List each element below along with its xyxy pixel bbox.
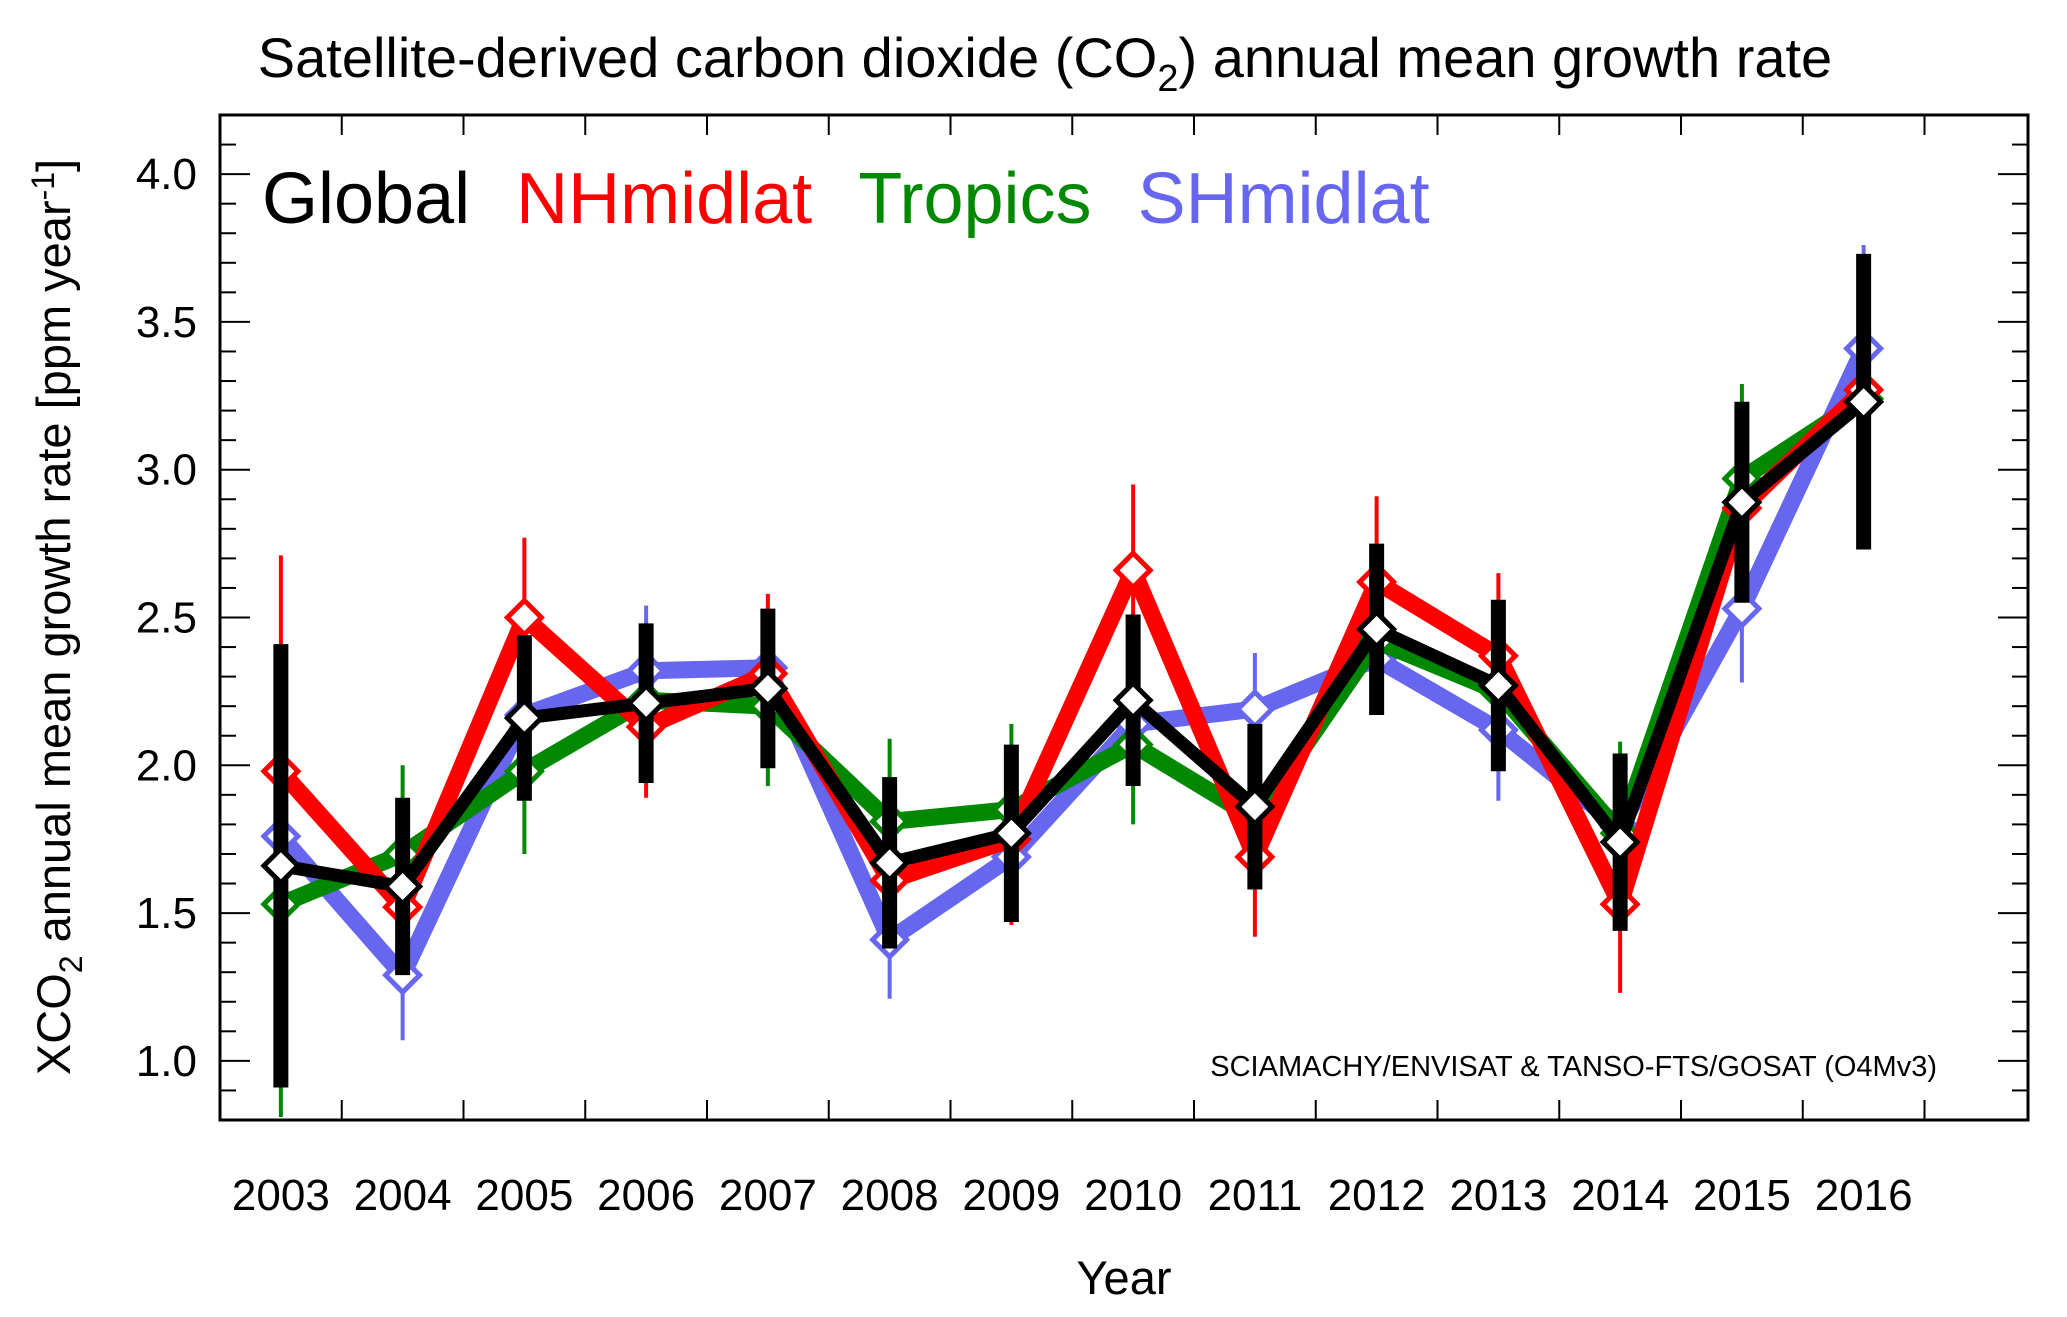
series-line-nhmidlat: [272, 381, 1873, 916]
chart-title: Satellite-derived carbon dioxide (CO2) a…: [258, 26, 1832, 100]
point-global-2011: [1234, 786, 1276, 828]
x-tick-label-2016: 2016: [1815, 1171, 1913, 1220]
point-global-2009: [990, 812, 1032, 854]
y-tick-labels: 1.0 1.5 2.0 2.5 3.0 3.5 4.0: [136, 150, 197, 1086]
point-global-2012: [1356, 608, 1398, 650]
point-nhmidlat-2005: [503, 596, 545, 639]
legend-item-global: Global: [262, 159, 470, 239]
y-axis-title: XCO2 annual mean growth rate [ppm year-1…: [25, 159, 89, 1075]
legend-item-nhmidlat: NHmidlat: [516, 159, 812, 239]
y-tick-label: 1.0: [136, 1037, 197, 1086]
x-axis-title: Year: [1077, 1251, 1172, 1304]
point-global-2008: [869, 842, 911, 884]
y-tick-label: 3.0: [136, 446, 197, 495]
x-tick-label-2006: 2006: [597, 1171, 695, 1220]
legend-item-tropics: Tropics: [858, 159, 1091, 239]
x-tick-label-2014: 2014: [1571, 1171, 1669, 1220]
x-tick-label-2013: 2013: [1449, 1171, 1547, 1220]
y-tick-label: 2.5: [136, 594, 197, 643]
x-tick-label-2012: 2012: [1328, 1171, 1426, 1220]
point-global-2004: [382, 865, 424, 908]
x-tick-label-2010: 2010: [1084, 1171, 1182, 1220]
point-global-2007: [747, 667, 789, 709]
y-tick-label: 1.5: [136, 889, 197, 938]
point-global-2005: [503, 697, 545, 739]
plot-area: [218, 113, 2030, 1122]
x-tick-label-2011: 2011: [1208, 1171, 1303, 1220]
y-tick-label: 4.0: [136, 150, 197, 199]
series-layer: [260, 245, 1885, 1118]
x-tick-label-2003: 2003: [232, 1171, 330, 1220]
axis-ticks: [220, 114, 2028, 1121]
x-tick-label-2007: 2007: [719, 1171, 817, 1220]
plot-frame: [218, 113, 2030, 1122]
x-tick-label-2008: 2008: [841, 1171, 939, 1220]
point-shmidlat-2015: [1721, 588, 1763, 630]
point-global-2016: [1843, 381, 1885, 423]
legend-item-shmidlat: SHmidlat: [1138, 159, 1430, 239]
point-nhmidlat-2010: [1112, 549, 1154, 591]
x-tick-label-2009: 2009: [962, 1171, 1060, 1220]
x-tick-label-2004: 2004: [354, 1171, 452, 1220]
point-global-2014: [1599, 821, 1641, 863]
series-nhmidlat: [260, 369, 1885, 993]
x-tick-labels: 2003 2004 2005 2006 2007 2008 2009 2010 2011 2012…: [232, 1171, 1913, 1220]
point-global-2003: [260, 845, 302, 887]
y-tick-label: 2.0: [136, 741, 197, 790]
series-global: [260, 253, 1885, 1088]
x-tick-label-2005: 2005: [475, 1171, 573, 1220]
point-global-2013: [1477, 664, 1519, 707]
series-line-global: [274, 395, 1871, 893]
legend: Global NHmidlat Tropics SHmidlat: [262, 159, 1430, 239]
x-tick-label-2015: 2015: [1693, 1171, 1791, 1220]
y-tick-label: 3.5: [136, 298, 197, 347]
source-note: SCIAMACHY/ENVISAT & TANSO-FTS/GOSAT (O4M…: [1210, 1051, 1937, 1083]
point-global-2015: [1721, 481, 1763, 523]
point-global-2006: [625, 682, 667, 724]
point-global-2010: [1112, 679, 1154, 721]
